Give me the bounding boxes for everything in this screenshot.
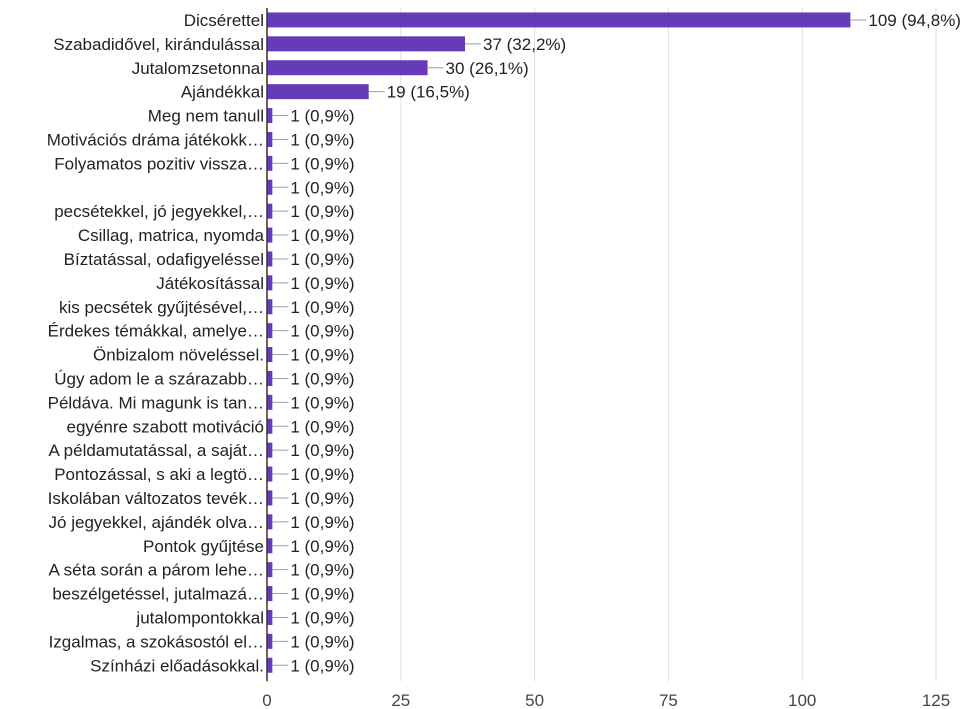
bar [267, 347, 273, 363]
bar [267, 155, 273, 171]
x-tick-label: 75 [659, 691, 678, 709]
value-label: 1 (0,9%) [290, 513, 354, 532]
value-label: 1 (0,9%) [290, 537, 354, 556]
value-label: 1 (0,9%) [290, 298, 354, 317]
category-label: Pontok gyűjtése [143, 537, 264, 556]
bar [267, 657, 273, 673]
value-label: 109 (94,8%) [868, 11, 961, 30]
value-label: 1 (0,9%) [290, 585, 354, 604]
category-label: Ajándékkal [181, 83, 264, 102]
category-label: Játékosítással [156, 274, 264, 293]
x-tick-label: 125 [922, 691, 950, 709]
value-label: 30 (26,1%) [446, 59, 529, 78]
category-label: Motivációs dráma játékokk… [47, 130, 264, 149]
bar [267, 370, 273, 386]
value-label: 1 (0,9%) [290, 226, 354, 245]
bar [267, 466, 273, 482]
bar [267, 36, 466, 52]
category-label: Dicsérettel [184, 11, 264, 30]
bar [267, 609, 273, 625]
value-labels: 109 (94,8%) 37 (32,2%) 30 (26,1%) 19 (16,5%… [272, 11, 961, 675]
category-label: pecsétekkel, jó jegyekkel,… [54, 202, 264, 221]
value-label: 1 (0,9%) [290, 107, 354, 126]
category-label: Példáva. Mi magunk is tan… [48, 393, 264, 412]
category-label: Úgy adom le a szárazabb… [54, 369, 264, 388]
x-tick-label: 0 [262, 691, 271, 709]
bar [267, 514, 273, 530]
bar [267, 179, 273, 195]
bar [267, 299, 273, 315]
category-label: Önbizalom növeléssel. [93, 346, 264, 365]
category-label: A séta során a párom lehe… [49, 561, 264, 580]
category-label: Színházi előadásokkal. [90, 656, 264, 675]
value-label: 1 (0,9%) [290, 561, 354, 580]
value-label: 1 (0,9%) [290, 441, 354, 460]
bar [267, 323, 273, 339]
value-label: 1 (0,9%) [290, 346, 354, 365]
category-label: Pontozással, s aki a legtö… [54, 465, 264, 484]
value-label: 1 (0,9%) [290, 465, 354, 484]
value-label: 1 (0,9%) [290, 178, 354, 197]
category-label: A példamutatással, a saját… [49, 441, 264, 460]
category-label: Érdekes témákkal, amelye… [48, 322, 264, 341]
bar [267, 60, 428, 76]
bar [267, 418, 273, 434]
category-label: jutalompontokkal [135, 608, 264, 627]
bar [267, 275, 273, 291]
category-label: Folyamatos pozitiv vissza… [54, 154, 264, 173]
bars [267, 12, 851, 673]
category-label: Jó jegyekkel, ajándék olva… [49, 513, 264, 532]
value-label: 1 (0,9%) [290, 393, 354, 412]
bar [267, 562, 273, 578]
bar [267, 251, 273, 267]
category-label: Izgalmas, a szokásostól el… [49, 632, 264, 651]
bar [267, 12, 851, 28]
value-label: 1 (0,9%) [290, 417, 354, 436]
category-label: egyénre szabott motiváció [67, 417, 265, 436]
bar [267, 131, 273, 147]
value-label: 1 (0,9%) [290, 274, 354, 293]
value-label: 1 (0,9%) [290, 250, 354, 269]
value-label: 1 (0,9%) [290, 369, 354, 388]
category-label: Jutalomzsetonnal [132, 59, 264, 78]
bar [267, 442, 273, 458]
category-label: Szabadidővel, kirándulással [53, 35, 264, 54]
x-tick-label: 100 [788, 691, 816, 709]
bar [267, 633, 273, 649]
value-label: 1 (0,9%) [290, 154, 354, 173]
category-label: Iskolában változatos tevék… [48, 489, 264, 508]
category-label: Csillag, matrica, nyomda [78, 226, 265, 245]
bar [267, 586, 273, 602]
value-label: 19 (16,5%) [387, 83, 470, 102]
bar [267, 394, 273, 410]
value-label: 1 (0,9%) [290, 632, 354, 651]
value-label: 1 (0,9%) [290, 489, 354, 508]
bar [267, 538, 273, 554]
bar [267, 227, 273, 243]
value-label: 1 (0,9%) [290, 608, 354, 627]
bar [267, 84, 369, 100]
value-label: 1 (0,9%) [290, 656, 354, 675]
x-axis-ticks: 0 25 50 75 100 125 [262, 691, 950, 709]
category-label: kis pecsétek gyűjtésével,… [59, 298, 264, 317]
x-tick-label: 25 [391, 691, 410, 709]
category-label: Meg nem tanull [148, 107, 264, 126]
value-label: 1 (0,9%) [290, 322, 354, 341]
bar [267, 203, 273, 219]
bar [267, 490, 273, 506]
value-label: 1 (0,9%) [290, 202, 354, 221]
x-tick-label: 50 [525, 691, 544, 709]
category-label: Bíztatással, odafigyeléssel [64, 250, 264, 269]
value-label: 1 (0,9%) [290, 130, 354, 149]
value-label: 37 (32,2%) [483, 35, 566, 54]
category-labels: Dicsérettel Szabadidővel, kirándulással Ju… [47, 11, 265, 675]
grid-lines [400, 8, 937, 682]
category-label: beszélgetéssel, jutalmazá… [52, 585, 264, 604]
bar [267, 108, 273, 124]
